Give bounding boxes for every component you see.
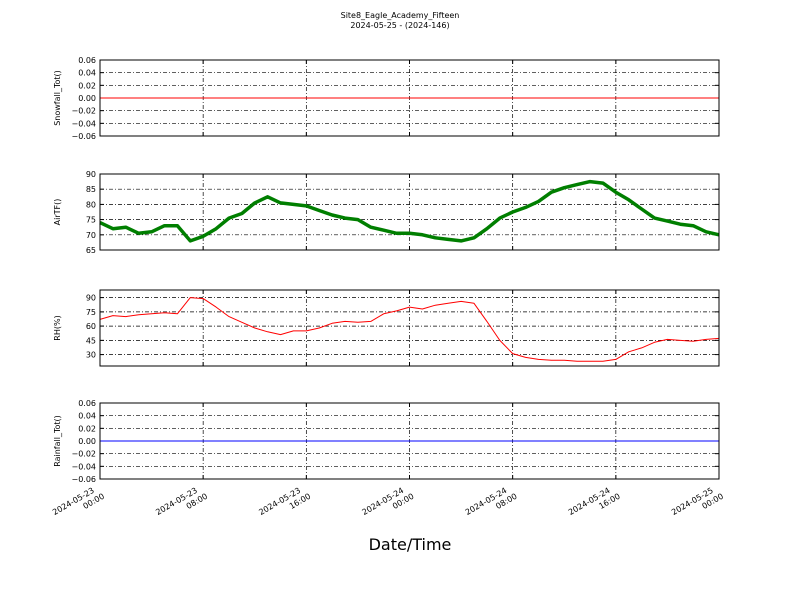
- y-tick-label: 65: [86, 246, 96, 255]
- x-tick-label: 2024-05-2308:00: [154, 483, 209, 526]
- data-line: [99, 297, 720, 362]
- x-tick-label: 2024-05-2400:00: [361, 483, 416, 526]
- plot-frame: [99, 59, 720, 137]
- y-tick-label: 85: [86, 185, 96, 194]
- plot-frame: [99, 402, 720, 480]
- y-tick-label: 0.04: [78, 412, 96, 421]
- y-tick-label: 90: [86, 170, 96, 179]
- y-tick-label: 60: [86, 322, 96, 331]
- y-tick-label: 0.06: [78, 56, 96, 65]
- x-tick-label: 2024-05-2408:00: [464, 483, 519, 526]
- y-tick-label: 30: [86, 351, 96, 360]
- y-tick-label: −0.04: [71, 462, 96, 471]
- y-tick-label: −0.06: [71, 132, 96, 141]
- y-tick-label: −0.02: [71, 107, 96, 116]
- y-axis-label: AirTF(): [53, 199, 62, 226]
- y-axis-label: Rainfall_Tot(): [53, 415, 62, 467]
- y-tick-label: 0.02: [78, 81, 96, 90]
- chart-title: Site8_Eagle_Academy_Fifteen: [341, 11, 460, 20]
- y-tick-label: 70: [86, 231, 96, 240]
- y-tick-label: 0.00: [78, 437, 96, 446]
- data-line: [99, 179, 720, 243]
- x-tick-label: 2024-05-2300:00: [51, 483, 106, 526]
- y-tick-label: 75: [86, 308, 96, 317]
- y-axis-label: RH(%): [53, 315, 62, 340]
- plot-frame: [99, 289, 720, 367]
- y-tick-label: 75: [86, 216, 96, 225]
- x-axis-label: Date/Time: [369, 535, 452, 554]
- y-tick-label: 45: [86, 336, 96, 345]
- y-tick-label: 0.04: [78, 69, 96, 78]
- y-axis-label: Snowfall_Tot(): [53, 70, 62, 126]
- y-tick-label: −0.02: [71, 450, 96, 459]
- y-tick-label: 80: [86, 200, 96, 209]
- y-tick-label: 0.02: [78, 424, 96, 433]
- y-tick-label: −0.04: [71, 119, 96, 128]
- y-tick-label: 0.06: [78, 399, 96, 408]
- y-tick-label: 0.00: [78, 94, 96, 103]
- y-tick-label: −0.06: [71, 475, 96, 484]
- x-tick-label: 2024-05-2416:00: [567, 483, 622, 526]
- x-tick-label: 2024-05-2500:00: [670, 483, 725, 526]
- chart-subtitle: 2024-05-25 - (2024-146): [350, 21, 449, 30]
- x-tick-label: 2024-05-2316:00: [257, 483, 312, 526]
- plot-frame: [99, 173, 720, 251]
- y-tick-label: 90: [86, 294, 96, 303]
